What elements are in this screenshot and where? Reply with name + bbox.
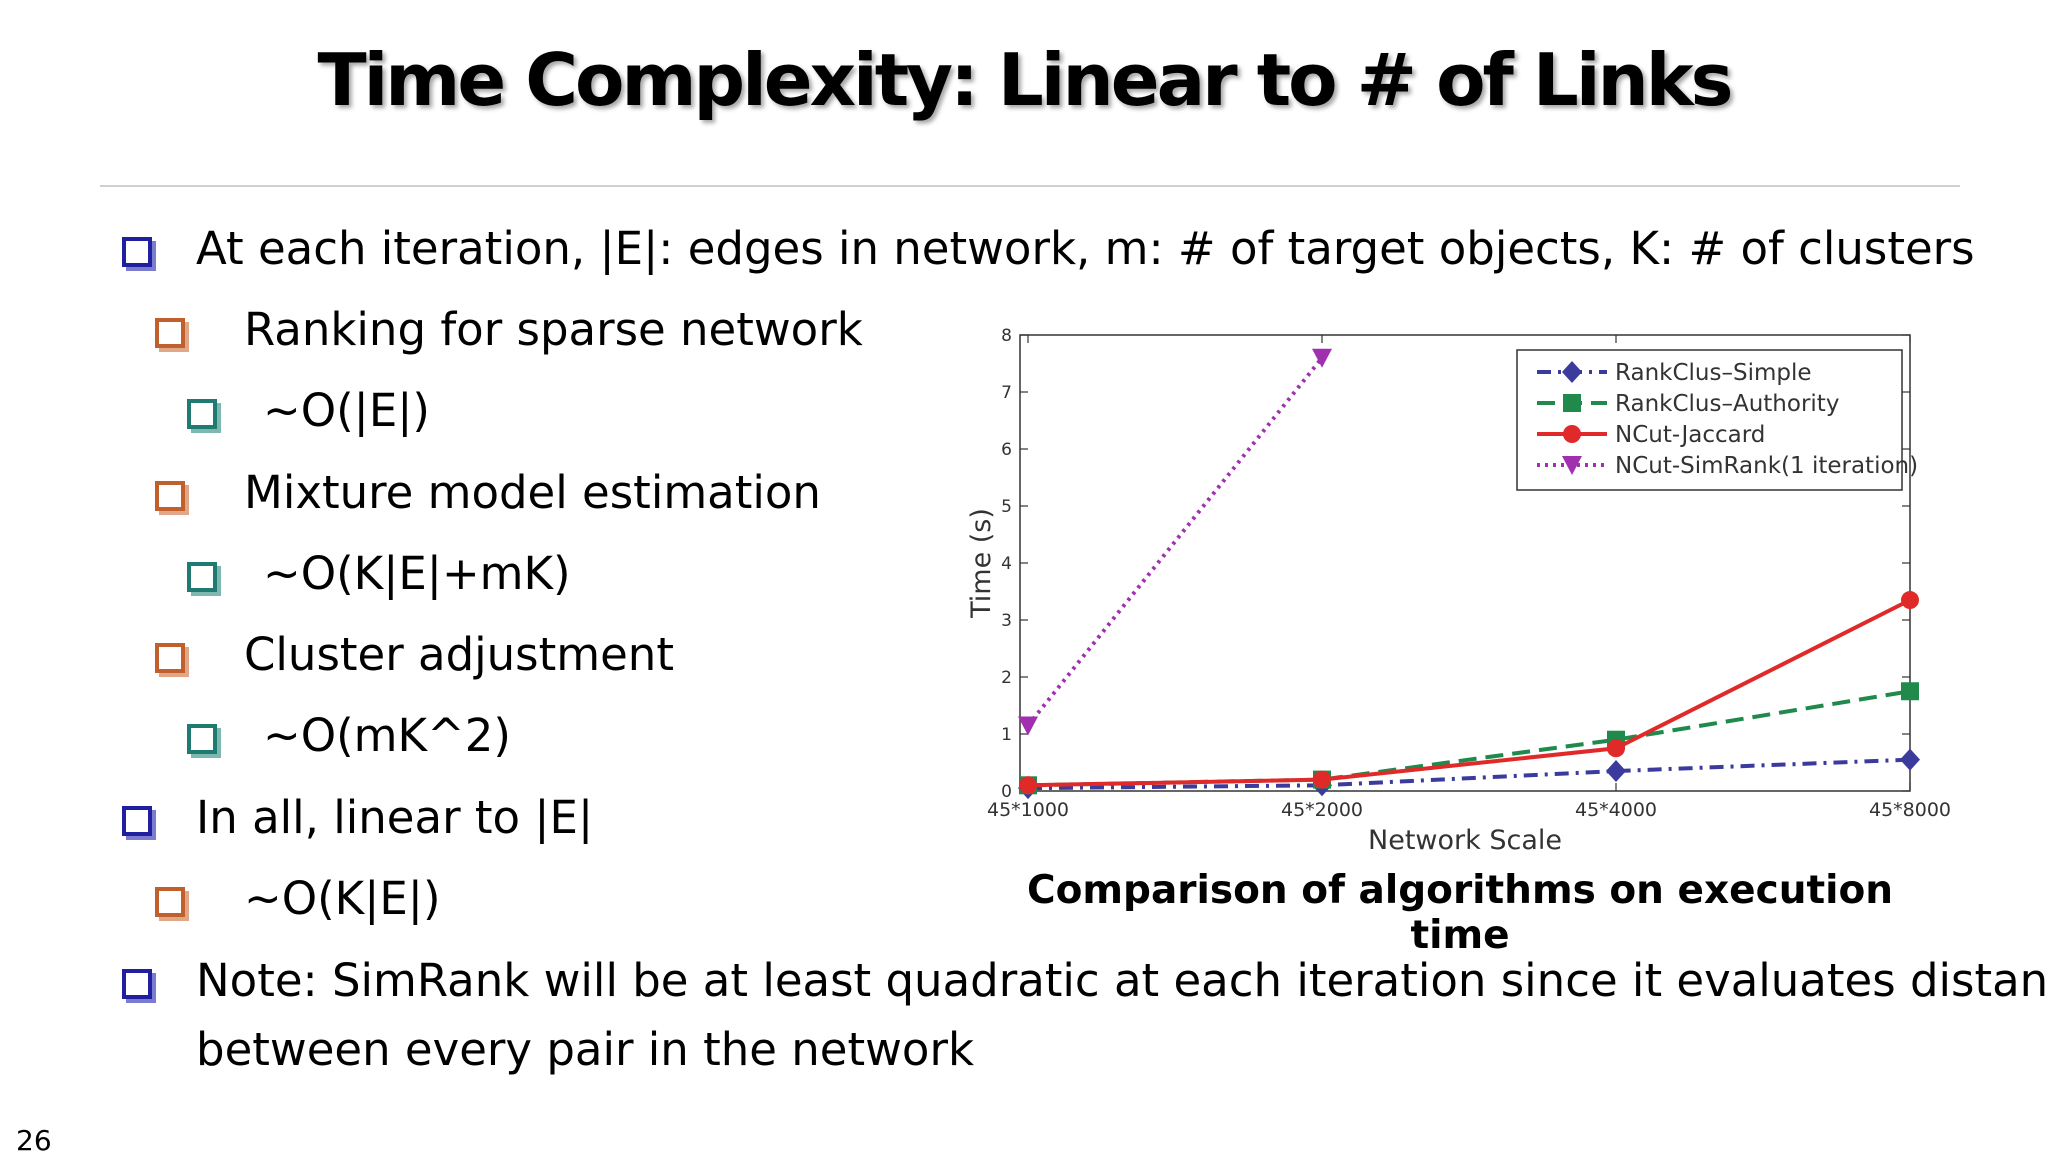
series-ncut-jaccard-point bbox=[1019, 776, 1037, 795]
series-ncut-jaccard-point bbox=[1901, 591, 1919, 610]
bullet-text: At each iteration, |E|: edges in network… bbox=[196, 222, 1975, 275]
y-tick-label: 6 bbox=[1001, 440, 1012, 460]
bullet-square-icon bbox=[122, 969, 152, 999]
y-tick-label: 2 bbox=[1001, 668, 1012, 688]
legend-ncut-jaccard-marker bbox=[1563, 425, 1581, 443]
series-ncut-jaccard-point bbox=[1607, 739, 1625, 758]
bullet-square-icon bbox=[155, 481, 185, 511]
title-divider bbox=[100, 185, 1960, 187]
bullet-square-icon bbox=[122, 237, 152, 267]
legend-ncut-jaccard-label: NCut-Jaccard bbox=[1615, 422, 1765, 448]
bullet-square-icon bbox=[155, 318, 185, 348]
x-tick-label: 45*8000 bbox=[1869, 799, 1951, 821]
y-tick-label: 0 bbox=[1001, 782, 1012, 802]
bullet-text: Note: SimRank will be at least quadratic… bbox=[196, 954, 2048, 1007]
bullet-text: ~O(|E|) bbox=[263, 384, 430, 437]
legend-ncut-simrank-1-iteration--marker bbox=[1562, 456, 1582, 475]
bullet-text: Mixture model estimation bbox=[244, 466, 821, 519]
series-rankclus-simple-point bbox=[1606, 760, 1626, 783]
y-axis-label: Time (s) bbox=[966, 508, 997, 619]
series-ncut-simrank-1-iteration--point bbox=[1018, 716, 1038, 736]
bullet-text: ~O(K|E|) bbox=[244, 872, 441, 925]
bullet-text: In all, linear to |E| bbox=[196, 791, 594, 844]
series-rankclus-authority-point bbox=[1901, 682, 1919, 701]
legend-ncut-simrank-1-iteration--label: NCut-SimRank(1 iteration) bbox=[1615, 453, 1918, 479]
page-number: 26 bbox=[16, 1124, 52, 1152]
series-rankclus-simple-line bbox=[1027, 757, 1911, 791]
bullet-square-icon bbox=[155, 887, 185, 917]
series-ncut-jaccard-point bbox=[1313, 770, 1331, 789]
slide-title: Time Complexity: Linear to # of Links bbox=[317, 38, 1734, 122]
x-axis-label: Network Scale bbox=[1368, 825, 1562, 856]
y-tick-label: 1 bbox=[1001, 725, 1012, 745]
y-tick-label: 3 bbox=[1001, 611, 1012, 631]
series-ncut-simrank-1-iteration--line bbox=[1026, 356, 1324, 727]
series-ncut-jaccard-line bbox=[1027, 598, 1911, 788]
y-tick-label: 8 bbox=[1001, 326, 1012, 346]
bullet-square-icon bbox=[155, 643, 185, 673]
series-ncut-simrank-1-iteration--point bbox=[1312, 348, 1332, 368]
x-tick-label: 45*1000 bbox=[987, 799, 1069, 821]
execution-time-chart: 0 1 2 3 4 5 6 7 8 45*1000 45*2000 45*4000 45*8000 Net… bbox=[955, 318, 1965, 858]
bullet-text: Cluster adjustment bbox=[244, 628, 674, 681]
bullet-square-icon bbox=[187, 724, 217, 754]
series-rankclus-simple-point bbox=[1900, 748, 1920, 771]
x-tick-label: 45*2000 bbox=[1281, 799, 1363, 821]
bullet-text: Ranking for sparse network bbox=[244, 303, 863, 356]
x-tick-label: 45*4000 bbox=[1575, 799, 1657, 821]
legend-rankclus-authority-label: RankClus–Authority bbox=[1615, 391, 1839, 417]
bullet-square-icon bbox=[122, 806, 152, 836]
bullet-text: ~O(K|E|+mK) bbox=[263, 547, 571, 600]
legend-rankclus-simple-label: RankClus–Simple bbox=[1615, 360, 1812, 386]
bullet-square-icon bbox=[187, 399, 217, 429]
chart-caption: Comparison of algorithms on execution ti… bbox=[1026, 868, 1894, 958]
y-tick-label: 4 bbox=[1001, 554, 1012, 574]
bullet-text: ~O(mK^2) bbox=[263, 709, 511, 762]
bullet-text-continued: between every pair in the network bbox=[196, 1023, 975, 1076]
legend-rankclus-authority-marker bbox=[1563, 394, 1581, 412]
bullet-square-icon bbox=[187, 562, 217, 592]
y-tick-label: 5 bbox=[1001, 497, 1012, 517]
chart-svg: 0 1 2 3 4 5 6 7 8 45*1000 45*2000 45*4000 45*8000 Net… bbox=[966, 326, 1951, 856]
legend-rankclus-simple-marker bbox=[1562, 361, 1582, 383]
y-tick-label: 7 bbox=[1001, 383, 1012, 403]
